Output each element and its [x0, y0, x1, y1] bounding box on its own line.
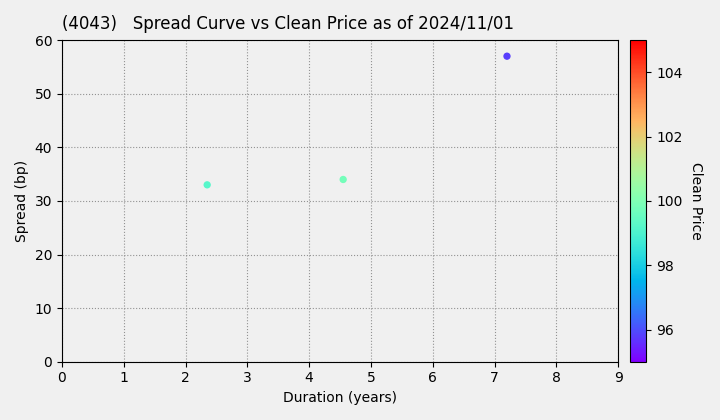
Text: (4043)   Spread Curve vs Clean Price as of 2024/11/01: (4043) Spread Curve vs Clean Price as of…	[62, 15, 514, 33]
X-axis label: Duration (years): Duration (years)	[283, 391, 397, 405]
Y-axis label: Spread (bp): Spread (bp)	[15, 160, 29, 242]
Y-axis label: Clean Price: Clean Price	[689, 162, 703, 240]
Point	[202, 181, 213, 188]
Point	[338, 176, 349, 183]
Point	[501, 53, 513, 60]
